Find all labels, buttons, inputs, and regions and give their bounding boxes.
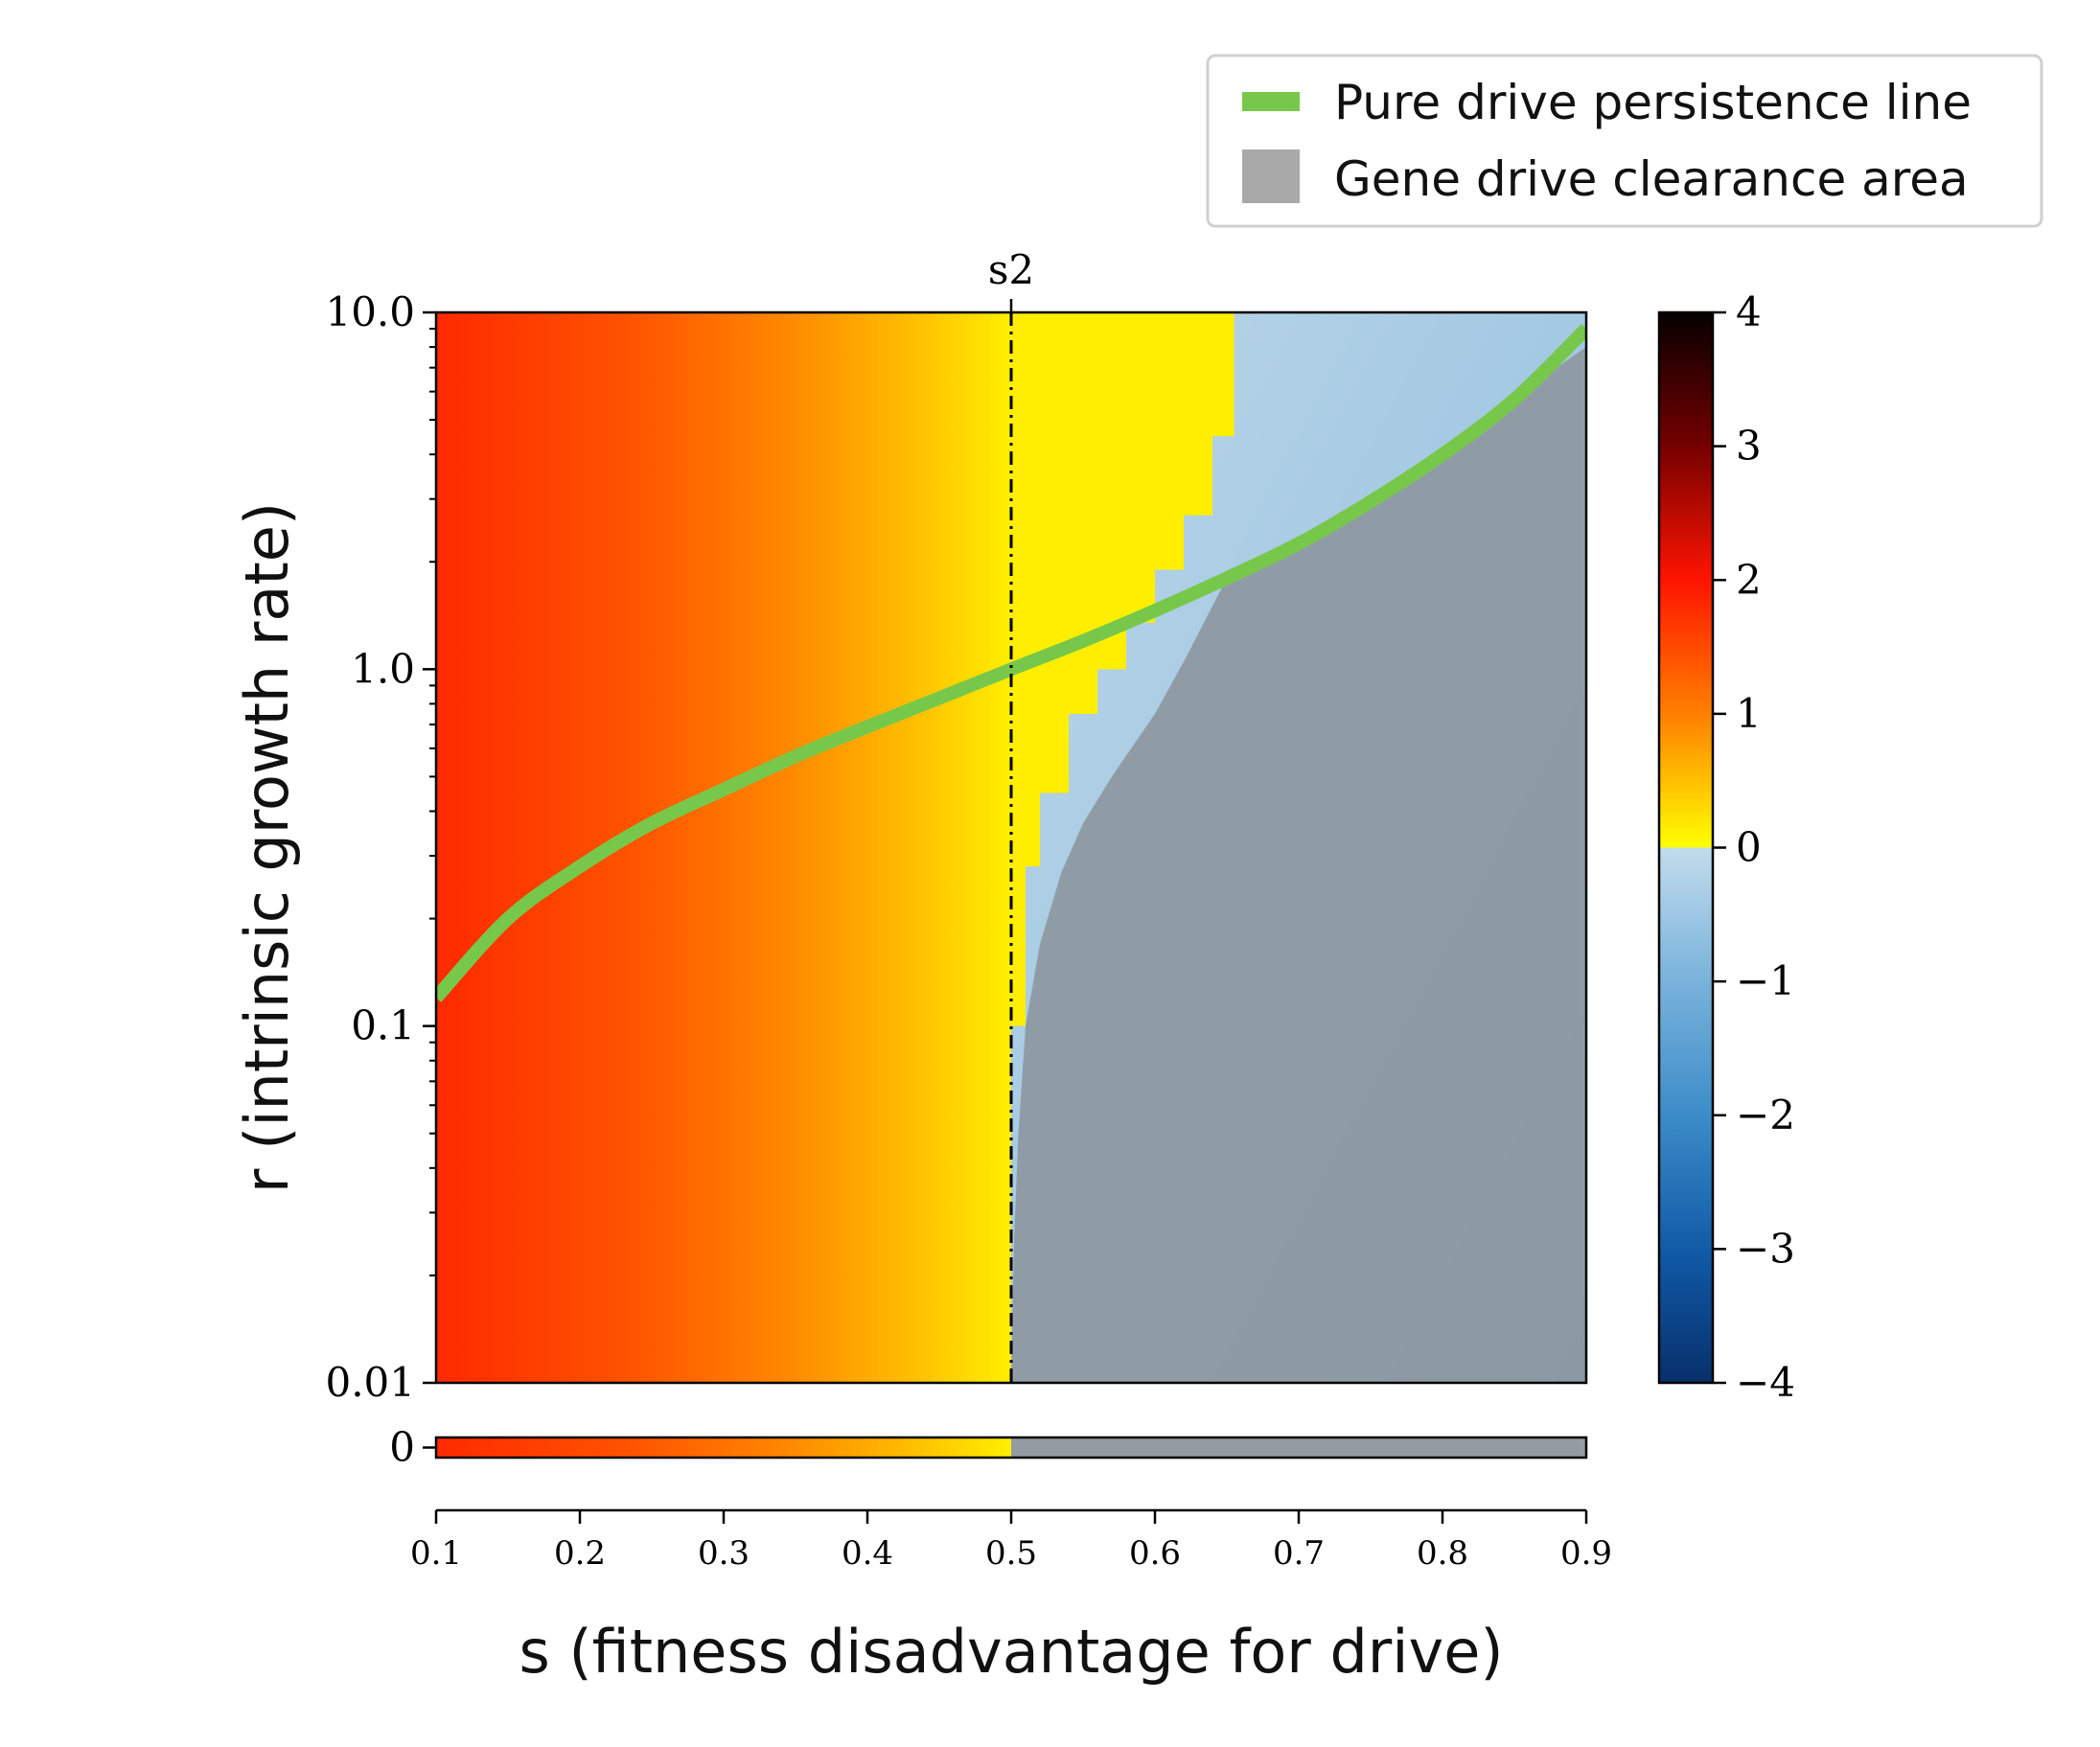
pure-drive-persistence-line xyxy=(436,324,1586,1002)
legend: Pure drive persistence line Gene drive c… xyxy=(1206,54,2043,228)
y-axis: 0.01 0.1 1.0 10.0 xyxy=(325,288,436,1406)
y-tick-label: 10.0 xyxy=(325,288,415,335)
colorbar-tick-label: 3 xyxy=(1736,423,1762,470)
legend-label-persistence-line: Pure drive persistence line xyxy=(1334,75,1972,130)
colorbar-tick-label: 2 xyxy=(1736,556,1762,603)
colorbar-tick-label: 1 xyxy=(1736,690,1762,737)
x-tick-label: 0.3 xyxy=(698,1534,750,1573)
colorbar-tick-label: 0 xyxy=(1736,824,1762,871)
colorbar-tick-label: −4 xyxy=(1736,1359,1795,1406)
heatmap xyxy=(436,312,1586,1383)
r-zero-strip: 0 xyxy=(389,1424,1588,1471)
x-tick-label: 0.4 xyxy=(842,1534,893,1573)
colorbar-gradient xyxy=(1657,310,1715,1385)
legend-box xyxy=(1206,54,2043,228)
x-tick-label: 0.9 xyxy=(1560,1534,1612,1573)
x-tick-label: 0.1 xyxy=(410,1534,462,1573)
colorbar: 4 3 2 1 0 −1 −2 −3 −4 xyxy=(1657,288,1795,1406)
colorbar-ticks: 4 3 2 1 0 −1 −2 −3 −4 xyxy=(1713,288,1795,1406)
legend-line-swatch xyxy=(1242,92,1300,111)
strip-positive-region xyxy=(436,1437,1011,1458)
y-tick-label: 0.01 xyxy=(325,1359,415,1406)
x-axis-title: s (fitness disadvantage for drive) xyxy=(519,1617,1503,1687)
legend-area-swatch xyxy=(1242,149,1300,203)
legend-label-clearance-area: Gene drive clearance area xyxy=(1334,151,1969,207)
x-axis: 0.1 0.2 0.3 0.4 0.5 0.6 0.7 0.8 0.9 xyxy=(410,1508,1612,1573)
strip-tick-label: 0 xyxy=(389,1424,415,1471)
x-tick-label: 0.6 xyxy=(1129,1534,1181,1573)
colorbar-tick-label: −1 xyxy=(1736,957,1795,1004)
colorbar-tick-label: 4 xyxy=(1736,288,1762,335)
colorbar-tick-label: −2 xyxy=(1736,1092,1795,1138)
x-tick-label: 0.5 xyxy=(985,1534,1037,1573)
x-tick-label: 0.8 xyxy=(1417,1534,1468,1573)
heatmap-near-zero-region xyxy=(1011,312,1263,1383)
heatmap-positive-region xyxy=(436,312,1011,1383)
x-tick-label: 0.7 xyxy=(1273,1534,1325,1573)
x-tick-label: 0.2 xyxy=(554,1534,606,1573)
y-tick-label: 1.0 xyxy=(351,645,415,692)
colorbar-tick-label: −3 xyxy=(1736,1225,1795,1272)
strip-clearance-region xyxy=(1011,1437,1586,1458)
s2-label: s2 xyxy=(988,246,1034,293)
y-axis-title: r (intrinsic growth rate) xyxy=(232,502,302,1193)
gene-drive-clearance-area xyxy=(1011,347,1586,1383)
y-tick-label: 0.1 xyxy=(351,1002,415,1049)
